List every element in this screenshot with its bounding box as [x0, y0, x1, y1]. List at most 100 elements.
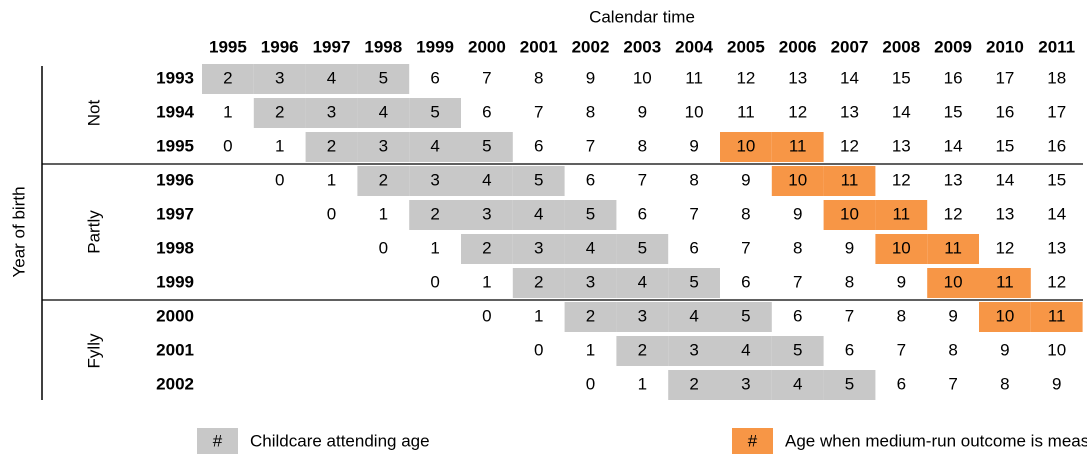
cell: 2 — [379, 170, 388, 189]
cell: 1 — [379, 204, 388, 223]
cell-highlight — [979, 268, 1031, 298]
cell: 4 — [534, 204, 543, 223]
cell: 11 — [996, 272, 1014, 291]
cell: 2 — [689, 374, 698, 393]
cell: 7 — [897, 340, 906, 359]
cell: 14 — [944, 136, 963, 155]
cell-highlight — [305, 98, 358, 128]
cell: 10 — [840, 204, 859, 223]
cell: 6 — [793, 306, 802, 325]
cell-highlight — [409, 166, 461, 196]
cell: 8 — [638, 136, 647, 155]
cell-highlight — [253, 98, 306, 128]
cell: 12 — [1047, 272, 1066, 291]
cell-highlight — [979, 302, 1031, 332]
cell: 8 — [534, 68, 543, 87]
column-header: 2002 — [572, 37, 610, 56]
cell: 4 — [793, 374, 802, 393]
cell-highlight — [564, 234, 617, 264]
cell: 6 — [741, 272, 750, 291]
cell: 8 — [1000, 374, 1009, 393]
cell: 13 — [892, 136, 911, 155]
column-header: 1998 — [364, 37, 402, 56]
cell-highlight — [253, 64, 306, 94]
cell: 14 — [1047, 204, 1066, 223]
cell-highlight — [616, 302, 669, 332]
cell: 12 — [995, 238, 1014, 257]
cell: 2 — [586, 306, 595, 325]
cell: 13 — [995, 204, 1014, 223]
cell-highlight — [512, 200, 565, 230]
cell: 8 — [689, 170, 698, 189]
cell-highlight — [357, 64, 410, 94]
cell-highlight — [564, 268, 617, 298]
cell: 3 — [689, 340, 698, 359]
row-header: 1995 — [156, 136, 194, 155]
cell-highlight — [409, 200, 461, 230]
cell: 3 — [430, 170, 439, 189]
column-title: Calendar time — [589, 7, 695, 26]
cell: 12 — [736, 68, 755, 87]
cell: 0 — [275, 170, 284, 189]
cell: 0 — [223, 136, 232, 155]
cell: 7 — [586, 136, 595, 155]
cell: 0 — [379, 238, 388, 257]
cell: 2 — [327, 136, 336, 155]
cell: 2 — [482, 238, 491, 257]
cell-highlight — [720, 302, 772, 332]
cell: 1 — [430, 238, 439, 257]
cell: 11 — [789, 136, 807, 155]
cell: 8 — [586, 102, 595, 121]
column-header: 2011 — [1038, 37, 1075, 56]
cell-highlight — [202, 64, 254, 94]
cell: 10 — [944, 272, 963, 291]
legend-swatch — [197, 428, 238, 454]
row-header: 1993 — [156, 68, 194, 87]
column-header: 2003 — [623, 37, 661, 56]
cell: 0 — [586, 374, 595, 393]
cell: 16 — [1047, 136, 1066, 155]
cell: 2 — [223, 68, 232, 87]
cell-highlight — [616, 336, 669, 366]
cell: 5 — [793, 340, 802, 359]
cell: 1 — [638, 374, 647, 393]
cell-highlight — [512, 234, 565, 264]
column-header: 2006 — [779, 37, 817, 56]
cell: 12 — [788, 102, 807, 121]
cell: 11 — [892, 204, 910, 223]
cell: 5 — [638, 238, 647, 257]
cell: 3 — [534, 238, 543, 257]
cell-highlight — [305, 64, 358, 94]
cell: 9 — [689, 136, 698, 155]
cell: 2 — [534, 272, 543, 291]
cell: 0 — [534, 340, 543, 359]
cell: 6 — [534, 136, 543, 155]
cell-highlight — [875, 200, 928, 230]
cell: 16 — [944, 68, 963, 87]
cell: 12 — [944, 204, 963, 223]
legend-symbol: # — [213, 431, 223, 450]
legend-label: Age when medium-run outcome is measured — [785, 431, 1087, 450]
cell: 13 — [944, 170, 963, 189]
cell: 4 — [379, 102, 388, 121]
cell: 5 — [430, 102, 439, 121]
cell-highlight — [616, 234, 669, 264]
cell: 18 — [1047, 68, 1066, 87]
group-label: Fylly — [84, 333, 103, 368]
cell-highlight — [668, 370, 720, 400]
cell: 0 — [430, 272, 439, 291]
cell: 17 — [995, 68, 1014, 87]
column-header: 2001 — [520, 37, 558, 56]
cell-highlight — [305, 132, 358, 162]
cell-highlight — [409, 98, 461, 128]
cell: 7 — [741, 238, 750, 257]
cell: 8 — [897, 306, 906, 325]
row-header: 1999 — [156, 272, 194, 291]
cell-highlight — [823, 200, 876, 230]
cell: 14 — [840, 68, 859, 87]
cell: 3 — [741, 374, 750, 393]
cell: 10 — [892, 238, 911, 257]
cell: 1 — [327, 170, 336, 189]
cell: 2 — [430, 204, 439, 223]
column-header: 2005 — [727, 37, 765, 56]
